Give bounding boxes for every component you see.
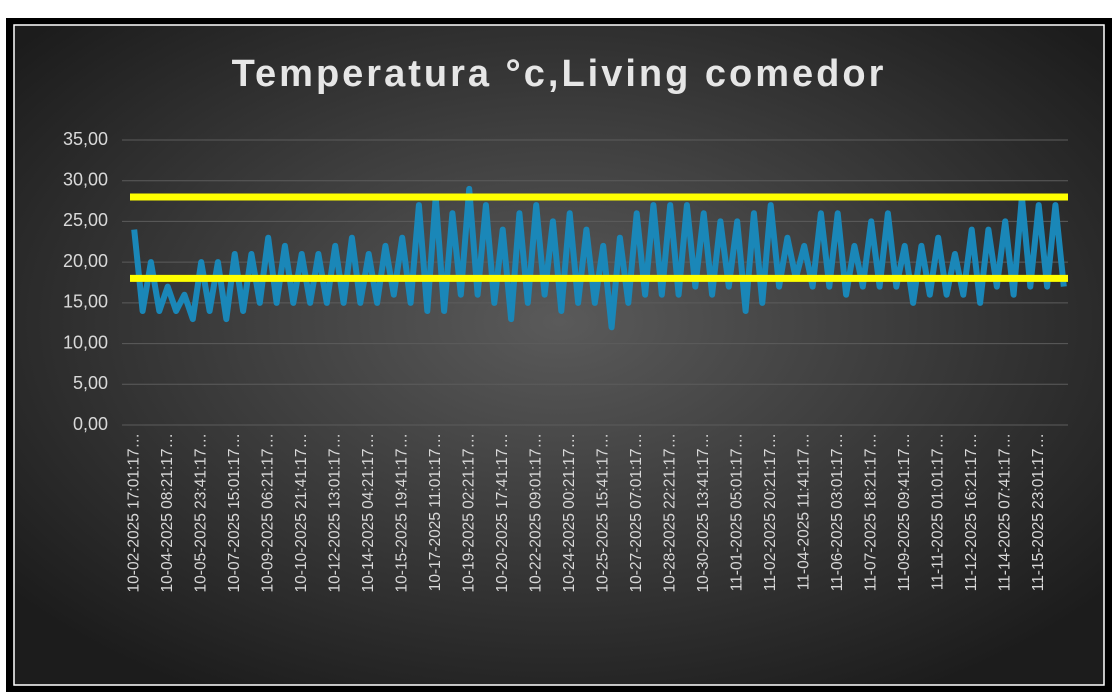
chart-title: Temperatura °c,Living comedor [232, 53, 887, 95]
y-tick-label: 0,00 [73, 414, 108, 434]
x-tick-label: 11-07-2025 18:21:17… [862, 433, 879, 591]
x-tick-label: 10-22-2025 09:01:17… [527, 433, 544, 592]
x-tick-label: 10-19-2025 02:21:17… [460, 433, 477, 592]
chart-area [13, 24, 1105, 686]
y-tick-label: 5,00 [73, 373, 108, 393]
x-tick-label: 11-02-2025 20:21:17… [762, 433, 779, 591]
x-tick-label: 11-12-2025 16:21:17… [963, 433, 980, 591]
x-tick-label: 10-25-2025 15:41:17… [594, 433, 611, 592]
x-tick-label: 10-30-2025 13:41:17… [695, 433, 712, 592]
y-tick-label: 20,00 [63, 251, 108, 271]
x-tick-label: 10-09-2025 06:21:17… [259, 433, 276, 592]
x-tick-label: 11-01-2025 05:01:17… [728, 433, 745, 591]
x-tick-label: 10-17-2025 11:01:17… [427, 433, 444, 591]
y-tick-label: 35,00 [63, 129, 108, 149]
x-tick-label: 10-05-2025 23:41:17… [192, 433, 209, 592]
x-tick-label: 11-09-2025 09:41:17… [896, 433, 913, 591]
y-tick-label: 30,00 [63, 169, 108, 189]
x-tick-label: 11-04-2025 11:41:17… [795, 433, 812, 590]
x-tick-label: 10-14-2025 04:21:17… [360, 433, 377, 592]
x-tick-label: 10-04-2025 08:21:17… [159, 433, 176, 592]
x-tick-label: 10-10-2025 21:41:17… [293, 433, 310, 592]
x-tick-label: 10-02-2025 17:01:17… [125, 433, 142, 592]
x-tick-label: 10-15-2025 19:41:17… [393, 433, 410, 592]
x-tick-label: 10-24-2025 00:21:17… [561, 433, 578, 592]
x-tick-label: 10-28-2025 22:21:17… [661, 433, 678, 592]
x-tick-label: 10-12-2025 13:01:17… [326, 433, 343, 592]
x-tick-label: 10-20-2025 17:41:17… [494, 433, 511, 592]
y-tick-label: 10,00 [63, 332, 108, 352]
x-tick-label: 11-14-2025 07:41:17… [996, 433, 1013, 591]
y-tick-label: 25,00 [63, 210, 108, 230]
y-tick-label: 15,00 [63, 292, 108, 312]
x-tick-label: 11-06-2025 03:01:17… [829, 433, 846, 591]
x-tick-label: 11-15-2025 23:01:17… [1030, 433, 1047, 591]
x-tick-label: 11-11-2025 01:01:17… [929, 433, 946, 590]
temperature-line [131, 185, 1067, 331]
x-tick-label: 10-27-2025 07:01:17… [628, 433, 645, 592]
x-tick-label: 10-07-2025 15:01:17… [226, 433, 243, 592]
